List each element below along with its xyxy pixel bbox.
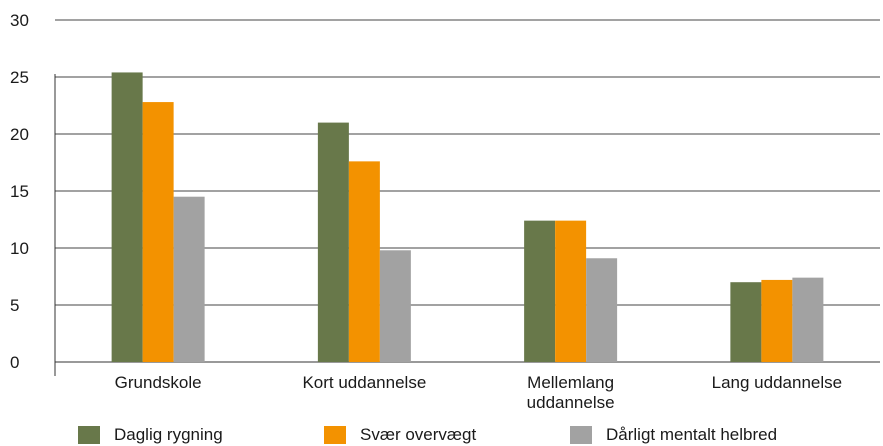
legend-label-svaer-overvaegt: Svær overvægt	[360, 425, 477, 444]
y-tick-label-10: 10	[10, 239, 29, 258]
bar-sv-r-overv-gt-3	[555, 220, 587, 362]
legend-label-daglig-rygning: Daglig rygning	[114, 425, 223, 444]
bar-daglig-rygning-1	[111, 72, 143, 362]
bar-daglig-rygning-4	[730, 282, 762, 362]
bar-d-rligt-mentalt-helbred-3	[586, 258, 618, 362]
bar-d-rligt-mentalt-helbred-2	[379, 250, 411, 362]
legend-swatch-daglig-rygning	[78, 426, 100, 444]
legend-swatch-daarligt-mentalt-helbred	[570, 426, 592, 444]
legend: Daglig rygning Svær overvægt Dårligt men…	[78, 424, 878, 446]
y-tick-label-15: 15	[10, 182, 29, 201]
bar-chart: 0 5 10 15 20 25 30 Grundskole Kort uddannelse Mel…	[10, 11, 880, 412]
x-tick-label-2: Kort uddannelse	[302, 373, 426, 392]
x-tick-label-4: Lang uddannelse	[712, 373, 842, 392]
x-tick-label-3-line-1: Mellemlang	[527, 373, 614, 392]
y-tick-label-20: 20	[10, 125, 29, 144]
bar-daglig-rygning-2	[317, 122, 349, 362]
y-tick-label-25: 25	[10, 68, 29, 87]
x-tick-label-3-line-2: uddannelse	[527, 393, 615, 412]
bar-sv-r-overv-gt-2	[348, 161, 380, 362]
x-tick-label-1: Grundskole	[115, 373, 202, 392]
bar-sv-r-overv-gt-1	[142, 102, 174, 362]
bar-d-rligt-mentalt-helbred-4	[792, 277, 824, 362]
legend-swatch-svaer-overvaegt	[324, 426, 346, 444]
bar-sv-r-overv-gt-4	[761, 279, 793, 362]
legend-item-svaer-overvaegt: Svær overvægt	[324, 424, 476, 446]
bar-d-rligt-mentalt-helbred-1	[173, 196, 205, 362]
legend-label-daarligt-mentalt-helbred: Dårligt mentalt helbred	[606, 425, 778, 444]
y-tick-label-30: 30	[10, 11, 29, 30]
legend-item-daarligt-mentalt-helbred: Dårligt mentalt helbred	[570, 424, 777, 446]
bar-daglig-rygning-3	[524, 220, 556, 362]
y-tick-label-0: 0	[10, 353, 19, 372]
y-tick-label-5: 5	[10, 296, 19, 315]
legend-item-daglig-rygning: Daglig rygning	[78, 424, 223, 446]
